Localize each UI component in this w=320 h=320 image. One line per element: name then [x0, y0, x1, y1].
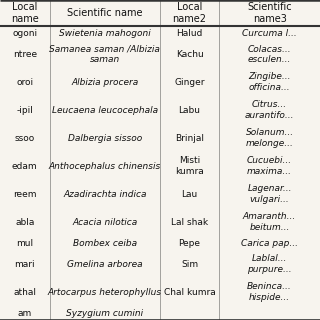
Text: Lagenar...
vulgari...: Lagenar... vulgari...	[247, 184, 292, 204]
Text: Acacia nilotica: Acacia nilotica	[72, 218, 137, 227]
Text: Swietenia mahogoni: Swietenia mahogoni	[59, 29, 151, 38]
Text: Curcuma l...: Curcuma l...	[242, 29, 297, 38]
Text: Albizia procera: Albizia procera	[71, 78, 139, 87]
Text: Solanum...
melonge...: Solanum... melonge...	[245, 128, 294, 148]
Text: Brinjal: Brinjal	[175, 134, 204, 143]
Text: Bombex ceiba: Bombex ceiba	[73, 239, 137, 248]
Text: Zingibe...
officina...: Zingibe... officina...	[248, 73, 291, 92]
Text: Syzygium cumini: Syzygium cumini	[66, 308, 143, 317]
Text: ntree: ntree	[13, 50, 37, 59]
Text: Sim: Sim	[181, 260, 198, 268]
Text: Leucaena leucocephala: Leucaena leucocephala	[52, 106, 158, 115]
Text: Colacas...
esculen...: Colacas... esculen...	[248, 44, 292, 64]
Text: Samanea saman /Albizia
saman: Samanea saman /Albizia saman	[49, 44, 160, 64]
Text: Lablal...
purpure...: Lablal... purpure...	[247, 254, 292, 274]
Text: Halud: Halud	[176, 29, 203, 38]
Text: mari: mari	[14, 260, 35, 268]
Text: am: am	[18, 308, 32, 317]
Text: Labu: Labu	[179, 106, 201, 115]
Text: Pepe: Pepe	[179, 239, 201, 248]
Text: Azadirachta indica: Azadirachta indica	[63, 190, 147, 199]
Text: oroi: oroi	[16, 78, 33, 87]
Text: Scientific name: Scientific name	[67, 8, 142, 18]
Text: Local
name: Local name	[11, 2, 39, 24]
Text: Anthocephalus chinensis: Anthocephalus chinensis	[49, 162, 161, 171]
Text: Chal kumra: Chal kumra	[164, 288, 215, 297]
Text: Beninca...
hispide...: Beninca... hispide...	[247, 282, 292, 302]
Text: abla: abla	[15, 218, 35, 227]
Text: athal: athal	[13, 288, 36, 297]
Text: mul: mul	[16, 239, 33, 248]
Text: Citrus...
aurantifo...: Citrus... aurantifo...	[245, 100, 294, 120]
Text: Dalbergia sissoo: Dalbergia sissoo	[68, 134, 142, 143]
Text: Gmelina arborea: Gmelina arborea	[67, 260, 143, 268]
Text: Cucuebi...
maxima...: Cucuebi... maxima...	[247, 156, 292, 176]
Text: Lau: Lau	[181, 190, 198, 199]
Text: Local
name2: Local name2	[172, 2, 207, 24]
Text: Carica pap...: Carica pap...	[241, 239, 298, 248]
Text: Amaranth...
beitum...: Amaranth... beitum...	[243, 212, 296, 232]
Text: Artocarpus heterophyllus: Artocarpus heterophyllus	[48, 288, 162, 297]
Text: reem: reem	[13, 190, 36, 199]
Text: ssoo: ssoo	[15, 134, 35, 143]
Bar	[0, 0, 320, 26]
Text: ogoni: ogoni	[12, 29, 37, 38]
Text: Ginger: Ginger	[174, 78, 205, 87]
Text: Lal shak: Lal shak	[171, 218, 208, 227]
Text: Kachu: Kachu	[176, 50, 204, 59]
Text: -ipil: -ipil	[16, 106, 33, 115]
Text: Misti
kumra: Misti kumra	[175, 156, 204, 176]
Text: Scientific
name3: Scientific name3	[247, 2, 292, 24]
Text: edam: edam	[12, 162, 38, 171]
